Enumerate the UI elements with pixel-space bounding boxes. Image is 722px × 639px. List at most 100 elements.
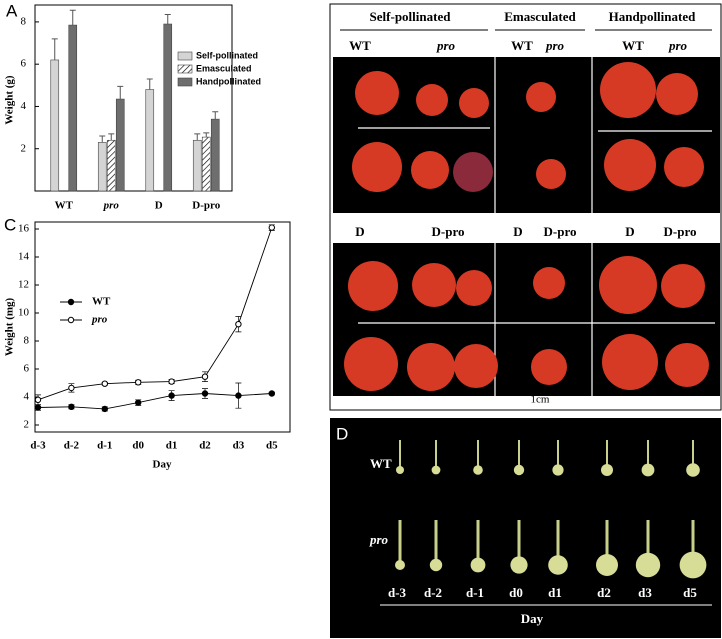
day-label: d3 [638,585,652,600]
panel-label: C [4,215,16,234]
line [37,227,273,401]
x-tick-label: d3 [233,440,245,452]
marker [34,396,42,403]
photo-label: D-pro [544,224,577,239]
ovary [601,464,613,476]
x-tick-label: d5 [266,440,278,452]
marker [235,392,242,399]
error-bar [108,133,115,141]
ovary [396,466,404,474]
error-bar [117,85,124,100]
legend-swatch [177,77,193,87]
ovary [686,463,700,477]
x-tick-label: D-pro [192,200,220,212]
x-tick-label: d-1 [97,440,112,452]
photo-label: D [513,224,522,239]
marker [68,403,75,410]
y-tick-label: 16 [18,223,30,235]
photo-label: D [625,224,634,239]
y-tick-label: 2 [24,419,30,431]
row-label: WT [370,456,392,471]
ovary [552,464,564,476]
day-label: d2 [597,585,611,600]
photo-label: WT [622,38,644,53]
x-axis-label: Day [521,611,544,626]
error-bar [69,9,76,26]
y-tick-label: 14 [18,251,30,263]
x-tick-label: d0 [132,440,144,452]
error-bar [164,14,171,25]
ovary [395,560,405,570]
ovary [470,557,486,573]
day-label: d0 [509,585,523,600]
error-bar [99,135,106,143]
marker [168,392,175,399]
marker [168,378,175,385]
marker [135,379,142,386]
day-label: d1 [548,585,562,600]
ovary [548,555,568,575]
marker [68,384,75,392]
y-axis-label: Weight (g) [4,75,16,125]
photo-label: pro [436,38,456,53]
error-bar [194,133,201,141]
bar [201,136,211,192]
marker [201,373,209,380]
day-label: d-2 [424,585,442,600]
photo [333,57,720,213]
photo-label: D-pro [432,224,465,239]
marker [268,224,275,231]
legend-label: Handpollinated [196,76,261,86]
y-tick-label: 12 [18,279,29,291]
section-label: Self-pollinated [370,9,452,24]
ovary [429,558,443,572]
x-tick-label: d-2 [64,440,80,452]
plot-frame [34,4,233,192]
marker [268,390,275,397]
ovary [596,554,618,576]
photo-label: D-pro [664,224,697,239]
y-tick-label: 8 [21,15,27,27]
bar [97,142,107,192]
y-tick-label: 4 [21,100,27,112]
ovary [513,464,525,476]
x-tick-label: WT [55,200,74,212]
legend-label: Emasculated [196,63,252,73]
error-bar [146,78,153,90]
ovary [679,551,707,579]
x-tick-label: d-3 [30,440,46,452]
legend-label: Self-pollinated [196,50,258,60]
bar [115,98,125,192]
y-tick-label: 8 [24,335,30,347]
legend-marker [67,316,75,324]
error-bar [203,132,210,138]
ovary [510,556,528,574]
y-tick-label: 2 [21,142,27,154]
bar [192,139,202,192]
scale-label: 1cm [531,394,550,406]
photo [330,418,721,638]
y-tick-label: 4 [24,391,30,403]
photo-label: WT [349,38,371,53]
photo-panel-d: D d-3 d-2 d-1 d0 d1 d2 d3 d5 WT pro Day [330,418,721,638]
day-label: d5 [683,585,697,600]
y-tick-label: 6 [21,58,27,70]
legend-marker [67,298,75,306]
y-tick-label: 10 [18,307,30,319]
panel-label: A [6,1,18,20]
bar [163,23,173,192]
photo-panel-b: Self-pollinated Emasculated Handpollinated… [329,3,722,411]
photo-label: pro [668,38,688,53]
bar [106,139,116,192]
day-label: d-3 [388,585,407,600]
section-label: Handpollinated [609,9,696,24]
ovary [641,463,655,477]
y-axis-label: Weight (mg) [4,297,16,356]
x-tick-label: d1 [166,440,178,452]
section-label: Emasculated [504,9,576,24]
bar [50,59,60,192]
day-label: d-1 [466,585,484,600]
legend-label: WT [92,296,111,308]
panel-label: D [336,424,348,443]
